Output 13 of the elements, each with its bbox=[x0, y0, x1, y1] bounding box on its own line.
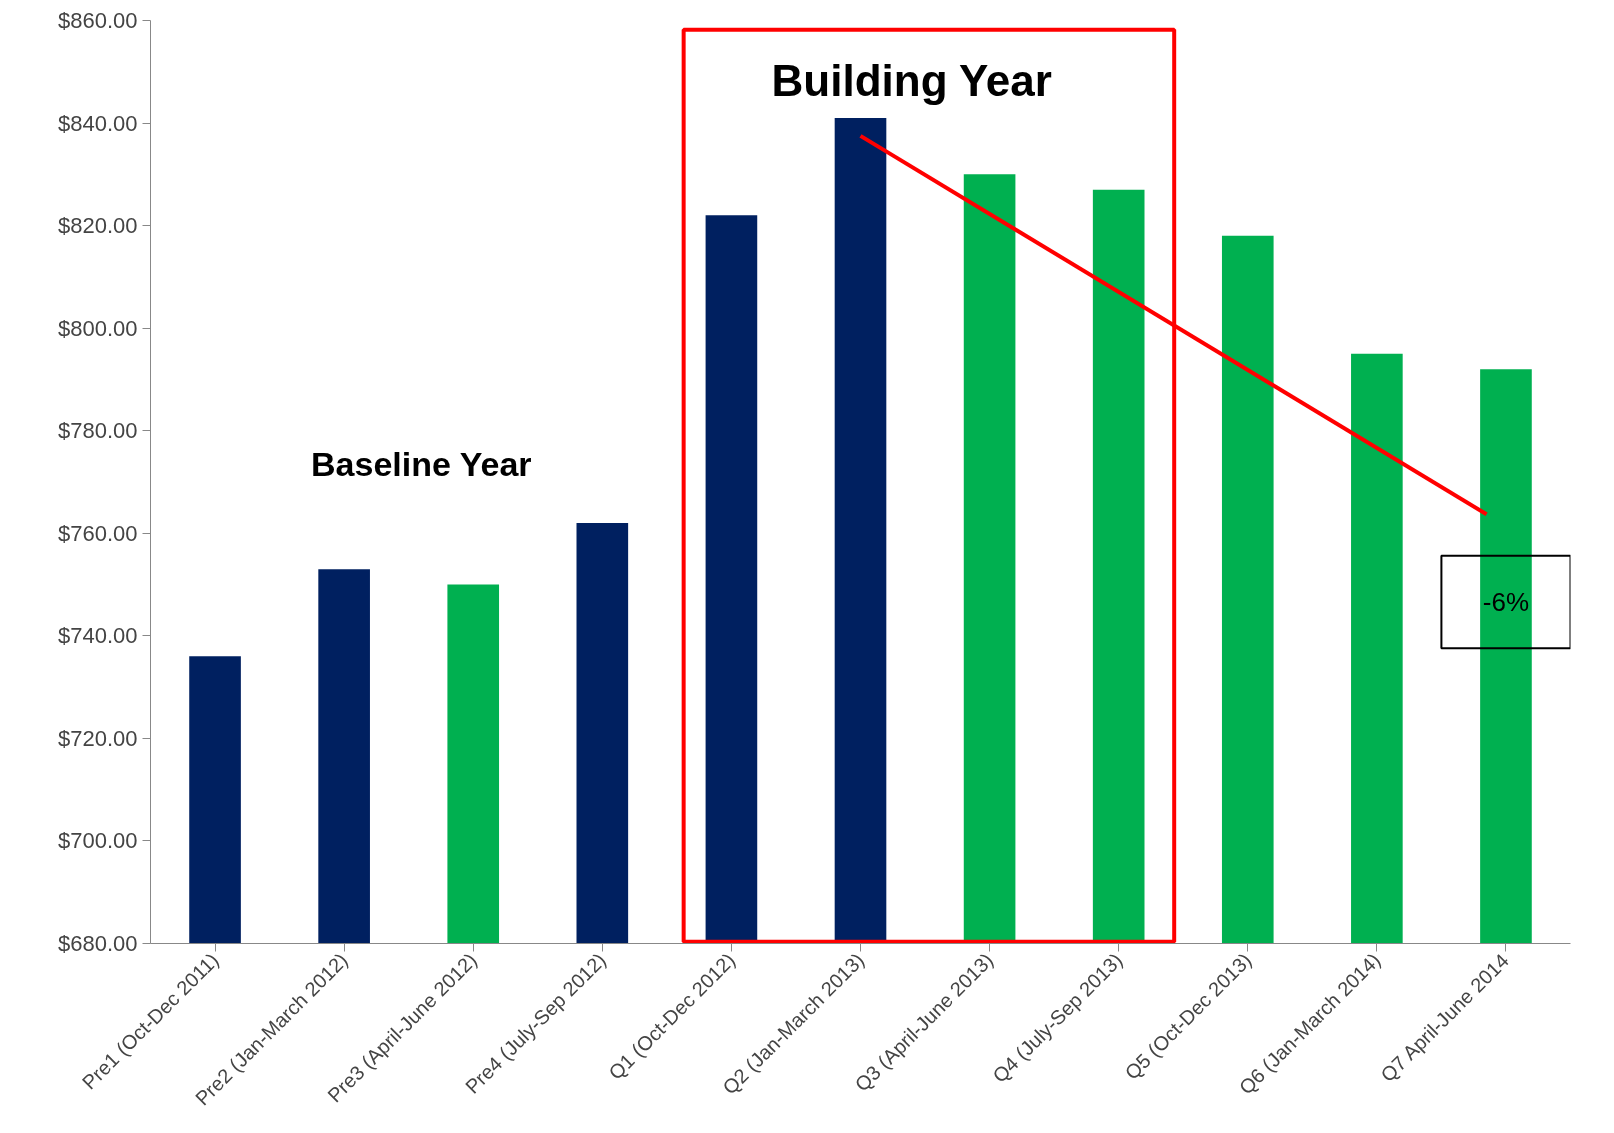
y-tick-label: $700.00 bbox=[57, 828, 138, 854]
y-tick-label: $720.00 bbox=[57, 725, 138, 751]
y-tick-label: $740.00 bbox=[57, 623, 138, 649]
y-tick-label: $780.00 bbox=[57, 418, 138, 444]
y-tick-label: $840.00 bbox=[57, 110, 138, 136]
y-tick-label: $860.00 bbox=[57, 8, 138, 33]
annotation: Baseline Year bbox=[311, 444, 532, 483]
y-tick-label: $800.00 bbox=[57, 315, 138, 341]
y-tick-label: $760.00 bbox=[57, 520, 138, 546]
y-tick-label: $820.00 bbox=[57, 213, 138, 239]
annotation: -6% bbox=[1482, 586, 1530, 617]
y-tick-label: $680.00 bbox=[57, 931, 138, 956]
annotation: Building Year bbox=[771, 55, 1052, 105]
